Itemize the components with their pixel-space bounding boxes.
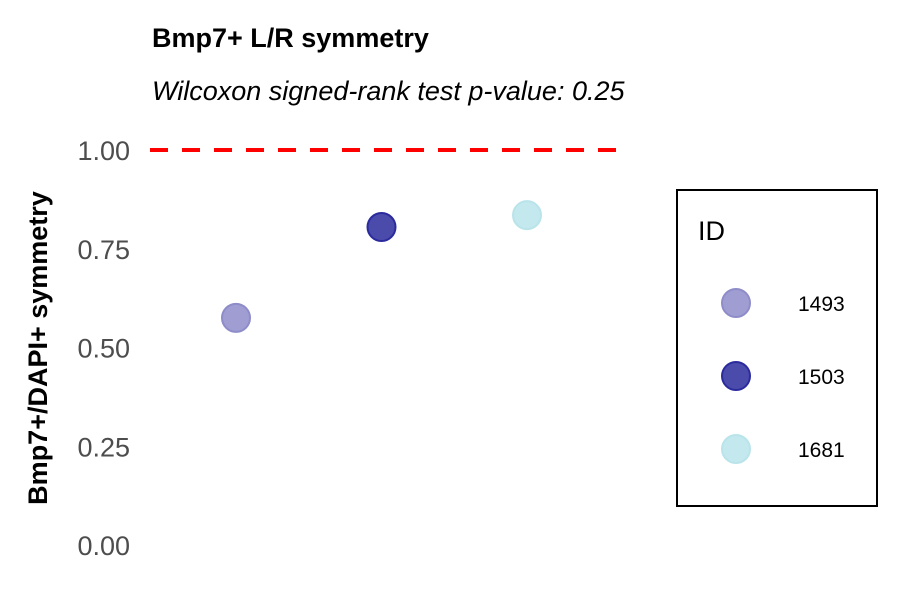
- legend-marker-1493: [721, 288, 751, 318]
- y-tick-label: 0.75: [77, 235, 130, 265]
- legend-marker-1681: [721, 434, 751, 464]
- legend-label-1503: 1503: [798, 366, 845, 389]
- y-axis-label: Bmp7+/DAPI+ symmetry: [23, 191, 53, 505]
- chart-title: Bmp7+ L/R symmetry: [152, 23, 429, 53]
- legend-label-1681: 1681: [798, 439, 845, 462]
- y-tick-label: 1.00: [77, 136, 130, 166]
- y-axis-ticks: 0.00 0.25 0.50 0.75 1.00: [77, 136, 130, 561]
- legend-label-1493: 1493: [798, 293, 845, 316]
- data-points: [221, 200, 542, 333]
- chart-subtitle: Wilcoxon signed-rank test p-value: 0.25: [152, 76, 625, 106]
- legend: ID 1493 1503 1681: [676, 189, 878, 507]
- legend-title: ID: [698, 216, 725, 246]
- y-tick-label: 0.00: [77, 531, 130, 561]
- legend-marker-1503: [721, 361, 751, 391]
- data-point-1681: [512, 200, 542, 231]
- legend-box: [676, 189, 878, 507]
- y-tick-label: 0.50: [77, 334, 130, 364]
- data-point-1493: [221, 302, 251, 333]
- data-point-1503: [366, 212, 397, 243]
- y-tick-label: 0.25: [77, 432, 130, 462]
